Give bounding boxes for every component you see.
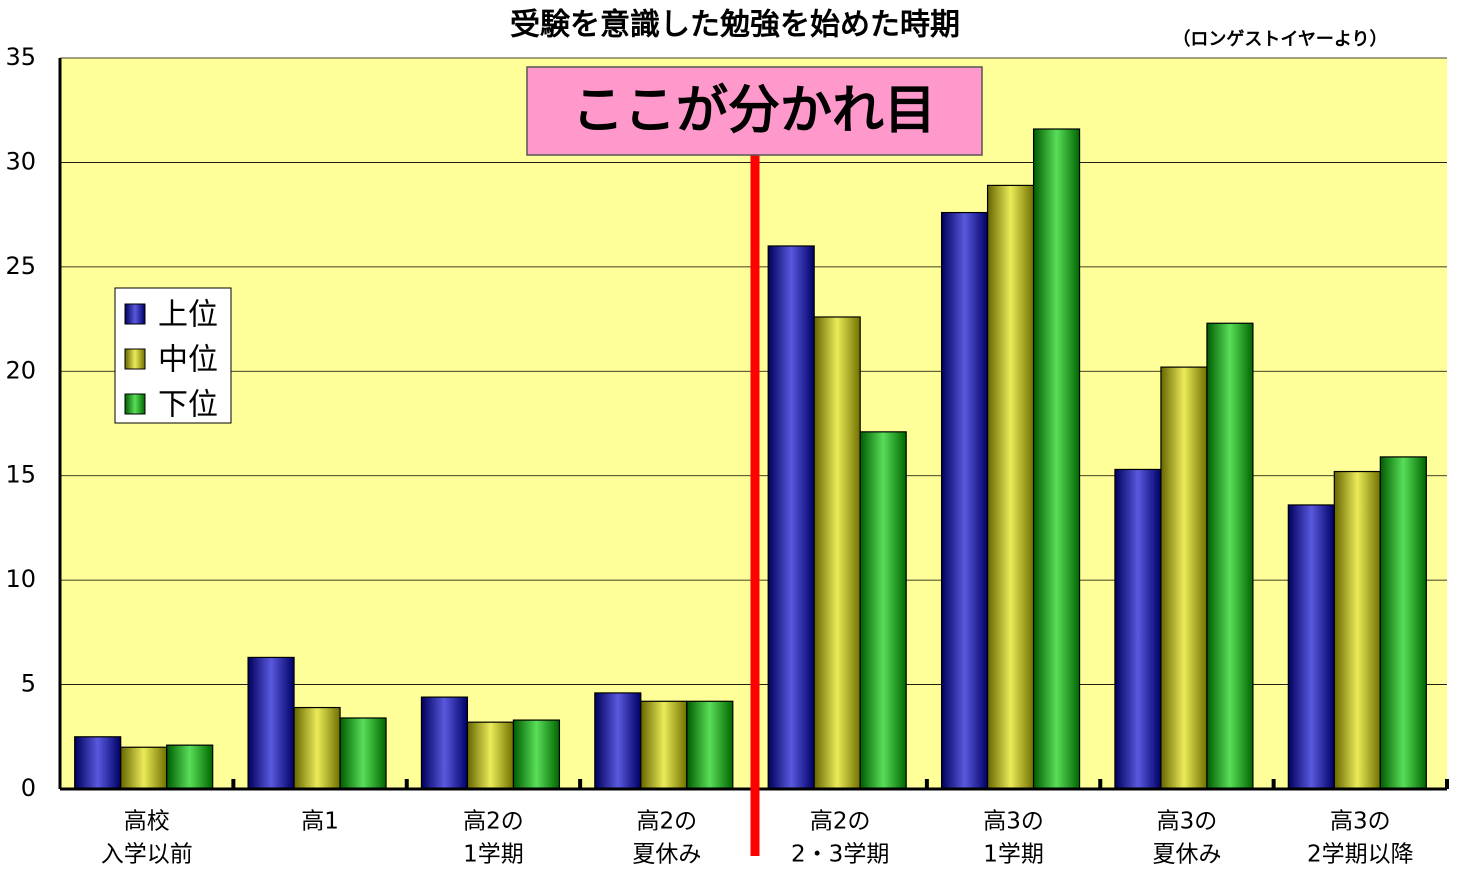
- source-note: （ロンゲストイヤーより）: [1172, 28, 1387, 50]
- bar: [120, 746, 168, 790]
- bar: [339, 717, 387, 790]
- bar: [986, 184, 1035, 790]
- x-tick-label: 2学期以降: [1307, 842, 1414, 868]
- bar: [686, 700, 734, 790]
- bar: [859, 431, 907, 790]
- y-tick-label: 15: [5, 461, 36, 489]
- bar: [813, 316, 861, 790]
- x-tick-label: 高1: [301, 809, 339, 835]
- bar: [1032, 128, 1081, 790]
- bar: [940, 211, 989, 790]
- bar: [1287, 504, 1335, 790]
- legend-label: 下位: [158, 388, 218, 423]
- bar: [1114, 468, 1162, 790]
- x-tick-label: 高3の: [983, 809, 1044, 835]
- legend-label: 上位: [158, 298, 218, 333]
- y-tick-label: 20: [5, 356, 36, 384]
- x-tick-label: 1学期: [463, 842, 524, 868]
- x-tick-label: 入学以前: [101, 842, 193, 868]
- bar: [1379, 456, 1427, 790]
- legend-swatch: [124, 393, 146, 415]
- bar: [293, 706, 341, 790]
- x-tick-label: 高校: [124, 809, 170, 835]
- annotation: ここが分かれ目: [572, 81, 936, 141]
- x-tick-label: 2・3学期: [791, 842, 889, 868]
- x-tick-label: 高3の: [1157, 809, 1218, 835]
- bar: [74, 736, 122, 790]
- bar: [1206, 322, 1254, 790]
- x-tick-label: 1学期: [983, 842, 1044, 868]
- bar: [1160, 366, 1208, 790]
- y-tick-label: 30: [5, 147, 36, 175]
- bar: [594, 692, 642, 790]
- bar: [512, 719, 561, 790]
- legend-swatch: [124, 348, 146, 370]
- y-tick-label: 35: [5, 43, 36, 71]
- legend-swatch: [124, 303, 146, 325]
- y-tick-label: 10: [5, 565, 36, 593]
- x-tick-label: 夏休み: [632, 842, 701, 868]
- x-tick-label: 高2の: [463, 809, 524, 835]
- bar: [420, 696, 469, 790]
- x-tick-label: 高3の: [1330, 809, 1391, 835]
- bar: [767, 245, 815, 790]
- bar: [166, 744, 214, 790]
- chart-title: 受験を意識した勉強を始めた時期: [510, 8, 960, 43]
- y-tick-label: 25: [5, 252, 36, 280]
- x-tick-label: 高2の: [636, 809, 697, 835]
- x-tick-label: 高2の: [810, 809, 871, 835]
- annotation-box: [526, 66, 983, 156]
- x-tick-label: 夏休み: [1152, 842, 1221, 868]
- bar: [640, 700, 688, 790]
- bar: [247, 656, 295, 790]
- y-tick-label: 5: [21, 670, 36, 698]
- bar: [1333, 470, 1381, 790]
- legend-label: 中位: [158, 343, 218, 378]
- bar: [466, 721, 515, 790]
- y-tick-label: 0: [21, 774, 36, 802]
